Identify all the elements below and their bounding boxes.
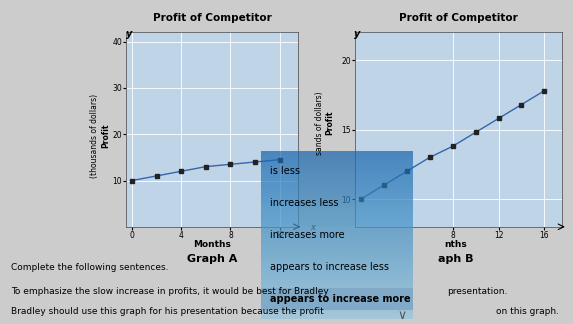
Text: Months: Months: [193, 240, 231, 249]
Bar: [261, 288, 413, 310]
Text: on this graph.: on this graph.: [496, 307, 559, 316]
Text: nths: nths: [444, 240, 467, 249]
Text: Profit: Profit: [101, 124, 111, 148]
Text: (thousands of dollars): (thousands of dollars): [90, 94, 99, 178]
Text: y: y: [354, 29, 360, 39]
Text: appears to increase less: appears to increase less: [270, 262, 389, 272]
Text: increases less: increases less: [270, 198, 338, 208]
Text: ∨: ∨: [397, 308, 406, 322]
Text: x: x: [310, 223, 315, 232]
Title: Profit of Competitor: Profit of Competitor: [152, 13, 272, 23]
Text: Graph A: Graph A: [187, 254, 237, 264]
Text: sands of dollars): sands of dollars): [315, 91, 324, 155]
Text: To emphasize the slow increase in profits, it would be best for Bradley: To emphasize the slow increase in profit…: [11, 287, 329, 296]
Text: Bradley should use this graph for his presentation because the profit: Bradley should use this graph for his pr…: [11, 307, 324, 316]
Text: y: y: [125, 29, 132, 39]
Text: increases more: increases more: [270, 230, 344, 240]
Text: presentation.: presentation.: [447, 287, 507, 296]
Text: Complete the following sentences.: Complete the following sentences.: [11, 263, 169, 272]
Text: Profit: Profit: [325, 111, 334, 135]
Text: appears to increase more: appears to increase more: [270, 294, 410, 304]
Text: is less: is less: [270, 166, 300, 176]
Title: Profit of Competitor: Profit of Competitor: [399, 13, 518, 23]
Text: aph B: aph B: [438, 254, 473, 264]
